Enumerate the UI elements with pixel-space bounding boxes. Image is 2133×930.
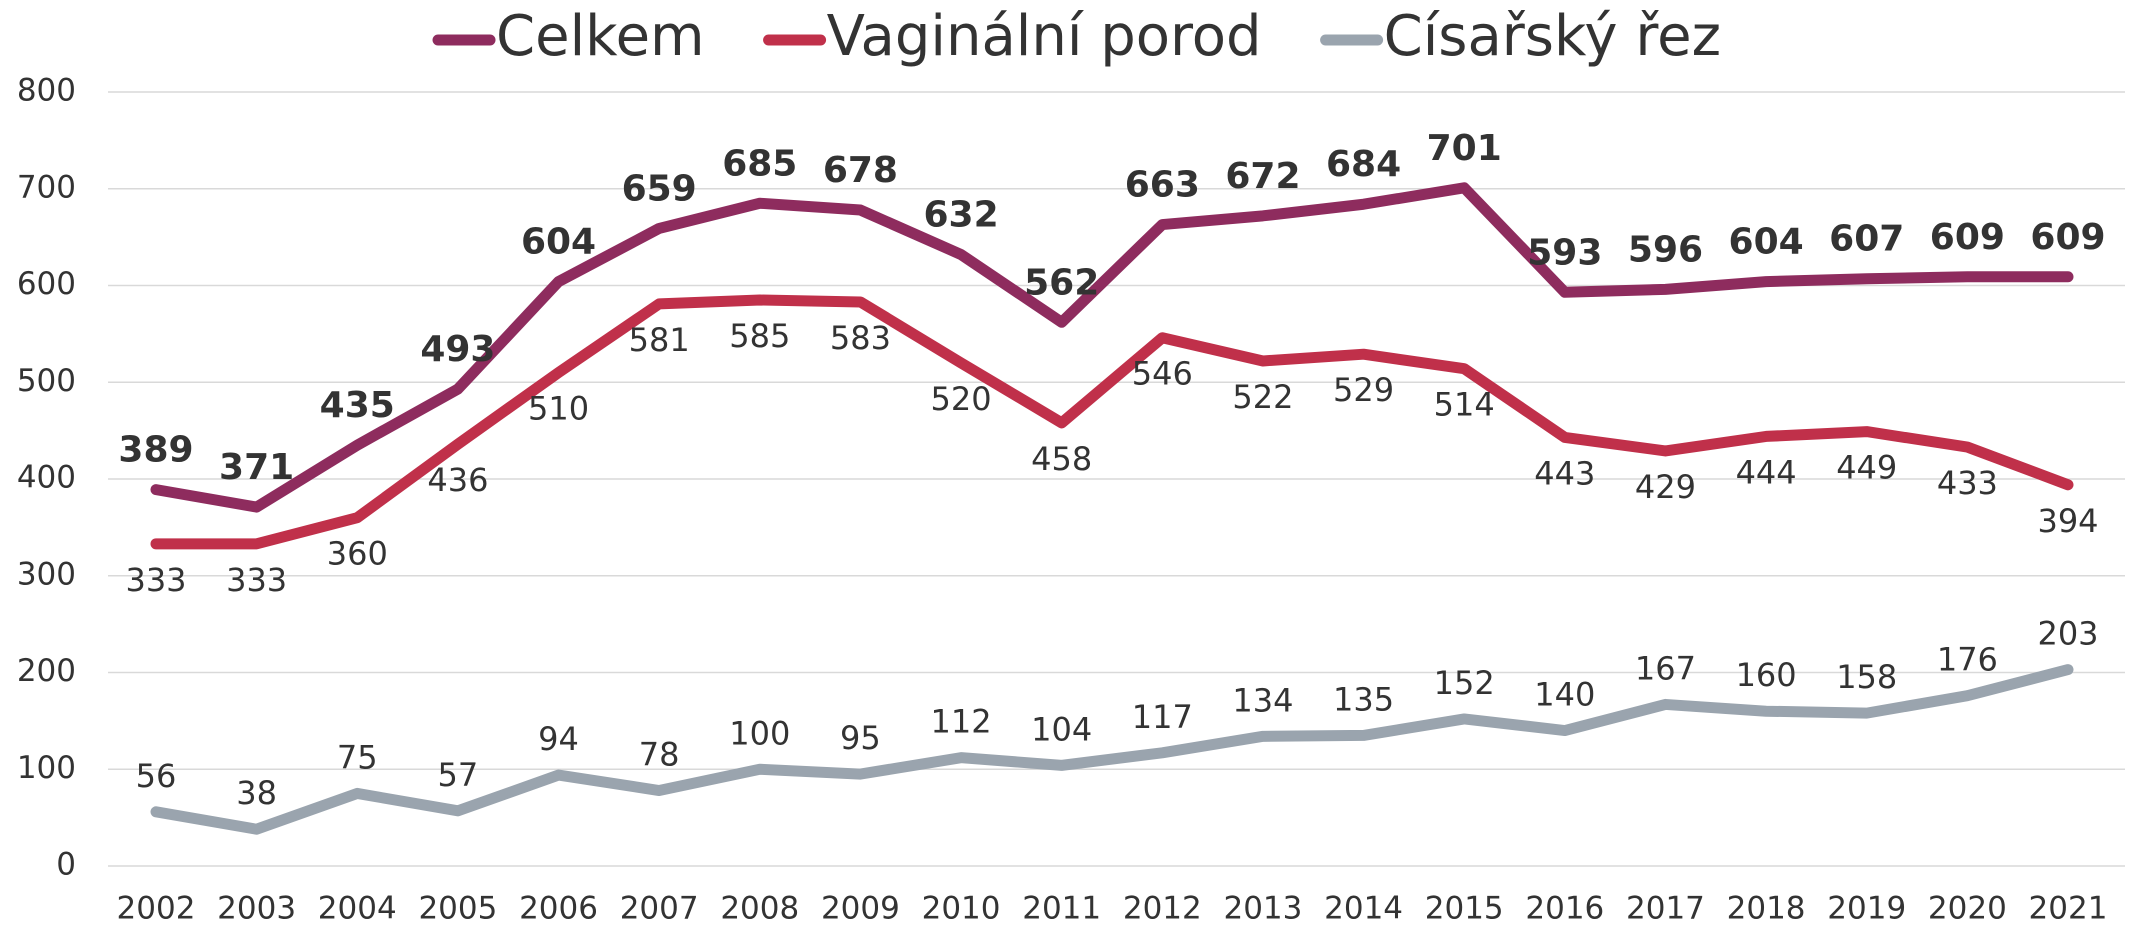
data-label: 678 <box>823 150 898 191</box>
data-label: 203 <box>2037 615 2098 653</box>
x-tick-label: 2007 <box>620 891 699 927</box>
x-tick-label: 2012 <box>1123 891 1202 927</box>
data-label: 394 <box>2037 502 2098 540</box>
x-tick-label: 2021 <box>2029 891 2108 927</box>
y-tick-label: 400 <box>17 460 76 496</box>
data-label: 389 <box>118 430 193 471</box>
y-tick-label: 800 <box>17 73 76 109</box>
data-label: 522 <box>1232 378 1293 416</box>
data-label: 529 <box>1333 371 1394 409</box>
data-label: 444 <box>1736 453 1797 491</box>
data-label: 57 <box>438 756 479 794</box>
data-label: 663 <box>1125 165 1200 206</box>
series-line <box>150 294 2074 550</box>
data-label: 684 <box>1326 144 1401 185</box>
data-label: 583 <box>830 319 891 357</box>
data-label: 371 <box>219 447 294 488</box>
legend: Celkem Vaginální porod Císařský řez <box>432 4 1721 69</box>
y-tick-label: 0 <box>56 847 76 883</box>
data-label: 333 <box>125 561 186 599</box>
x-tick-label: 2019 <box>1827 891 1906 927</box>
x-tick-label: 2011 <box>1022 891 1101 927</box>
x-tick-label: 2016 <box>1525 891 1604 927</box>
y-tick-label: 200 <box>17 653 76 689</box>
data-label: 152 <box>1434 664 1495 702</box>
x-tick-label: 2015 <box>1425 891 1504 927</box>
x-tick-label: 2018 <box>1727 891 1806 927</box>
data-label: 458 <box>1031 440 1092 478</box>
data-label: 135 <box>1333 680 1394 718</box>
data-label: 659 <box>622 168 697 209</box>
data-label: 56 <box>136 757 177 795</box>
y-tick-label: 700 <box>17 169 76 205</box>
data-label: 701 <box>1427 128 1502 169</box>
data-label: 140 <box>1534 676 1595 714</box>
data-label: 609 <box>1930 217 2005 258</box>
data-label: 360 <box>327 535 388 573</box>
data-label: 117 <box>1132 698 1193 736</box>
x-tick-label: 2004 <box>318 891 397 927</box>
data-label: 112 <box>931 703 992 741</box>
x-tick-label: 2002 <box>117 891 196 927</box>
data-label: 78 <box>639 736 680 774</box>
data-label: 514 <box>1434 386 1495 424</box>
data-label: 609 <box>2030 217 2105 258</box>
legend-label: Císařský řez <box>1384 4 1721 69</box>
data-label: 167 <box>1635 649 1696 687</box>
data-label: 604 <box>521 222 596 263</box>
data-label: 134 <box>1232 681 1293 719</box>
y-tick-label: 300 <box>17 556 76 592</box>
data-label: 100 <box>729 714 790 752</box>
data-label: 593 <box>1527 232 1602 273</box>
data-label: 75 <box>337 738 378 776</box>
data-label: 585 <box>729 317 790 355</box>
x-tick-label: 2010 <box>922 891 1001 927</box>
data-label: 449 <box>1836 449 1897 487</box>
legend-label: Vaginální porod <box>827 4 1262 69</box>
x-tick-label: 2006 <box>519 891 598 927</box>
x-tick-label: 2005 <box>418 891 497 927</box>
data-label: 596 <box>1628 229 1703 270</box>
x-tick-label: 2009 <box>821 891 900 927</box>
data-label: 604 <box>1729 222 1804 263</box>
y-tick-label: 100 <box>17 750 76 786</box>
data-label: 672 <box>1225 156 1300 197</box>
data-label: 510 <box>528 390 589 428</box>
data-label: 607 <box>1829 219 1904 260</box>
x-tick-label: 2017 <box>1626 891 1705 927</box>
x-tick-label: 2003 <box>217 891 296 927</box>
data-label: 562 <box>1024 262 1099 303</box>
data-label: 176 <box>1937 641 1998 679</box>
series-line <box>150 182 2074 513</box>
data-label: 546 <box>1132 355 1193 393</box>
data-label: 435 <box>320 385 395 426</box>
data-label: 94 <box>538 720 579 758</box>
data-label: 38 <box>236 774 277 812</box>
x-tick-label: 2008 <box>720 891 799 927</box>
series-line <box>150 664 2074 835</box>
legend-label: Celkem <box>496 4 705 69</box>
y-tick-label: 600 <box>17 266 76 302</box>
data-label: 160 <box>1736 656 1797 694</box>
data-label: 158 <box>1836 658 1897 696</box>
x-tick-label: 2014 <box>1324 891 1403 927</box>
data-label: 429 <box>1635 468 1696 506</box>
data-label: 436 <box>427 461 488 499</box>
data-label: 581 <box>629 321 690 359</box>
x-tick-label: 2013 <box>1223 891 1302 927</box>
y-tick-label: 500 <box>17 363 76 399</box>
data-label: 685 <box>722 143 797 184</box>
data-label: 520 <box>931 380 992 418</box>
x-tick-label: 2020 <box>1928 891 2007 927</box>
data-label: 632 <box>923 195 998 236</box>
data-label: 95 <box>840 719 881 757</box>
data-label: 443 <box>1534 454 1595 492</box>
data-label: 433 <box>1937 464 1998 502</box>
data-label: 104 <box>1031 710 1092 748</box>
data-label: 333 <box>226 561 287 599</box>
data-label: 493 <box>420 329 495 370</box>
